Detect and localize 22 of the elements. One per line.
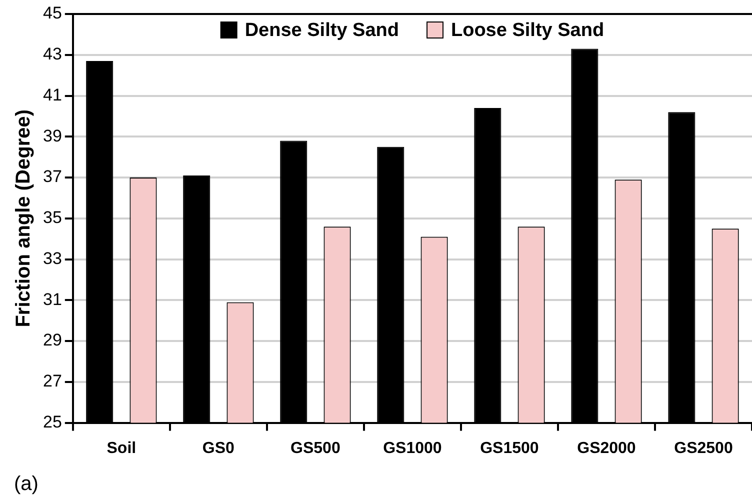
legend-label: Dense Silty Sand — [244, 20, 400, 42]
y-tick-label: 43 — [42, 44, 62, 64]
y-tick-label: 25 — [42, 412, 62, 432]
y-tick-label: 31 — [42, 290, 62, 309]
legend-label: Loose Silty Sand — [450, 20, 604, 42]
y-tick-label: 39 — [42, 126, 62, 146]
x-tick-label: GS1500 — [480, 440, 539, 457]
y-axis-title: Friction angle (Degree) — [12, 109, 35, 328]
y-tick-label: 37 — [42, 167, 62, 186]
x-tick-label: Soil — [106, 440, 136, 457]
x-tick-label: GS2000 — [577, 440, 636, 457]
text: (a) — [14, 473, 38, 495]
y-tick-label: 35 — [42, 208, 62, 228]
x-tick-label: GS2500 — [674, 440, 733, 457]
y-tick-label: 45 — [42, 4, 62, 23]
y-tick-label: 33 — [42, 248, 62, 268]
x-tick-label: GS1000 — [383, 440, 442, 457]
x-tick-label: GS500 — [290, 440, 340, 457]
y-tick-label: 27 — [42, 372, 62, 391]
x-tick-label: GS0 — [202, 440, 235, 457]
y-tick-label: 29 — [42, 330, 62, 350]
y-tick-label: 41 — [42, 85, 62, 104]
